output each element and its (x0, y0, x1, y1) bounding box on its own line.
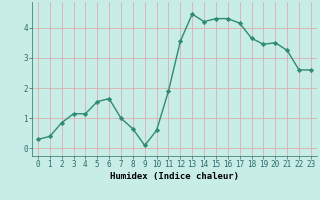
X-axis label: Humidex (Indice chaleur): Humidex (Indice chaleur) (110, 172, 239, 181)
